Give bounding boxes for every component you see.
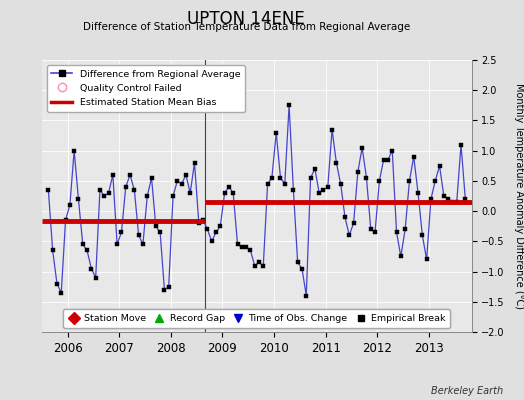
Y-axis label: Monthly Temperature Anomaly Difference (°C): Monthly Temperature Anomaly Difference (… (514, 83, 524, 309)
Legend: Station Move, Record Gap, Time of Obs. Change, Empirical Break: Station Move, Record Gap, Time of Obs. C… (63, 309, 450, 328)
Text: UPTON 14ENE: UPTON 14ENE (188, 10, 305, 28)
Text: Difference of Station Temperature Data from Regional Average: Difference of Station Temperature Data f… (83, 22, 410, 32)
Text: Berkeley Earth: Berkeley Earth (431, 386, 503, 396)
